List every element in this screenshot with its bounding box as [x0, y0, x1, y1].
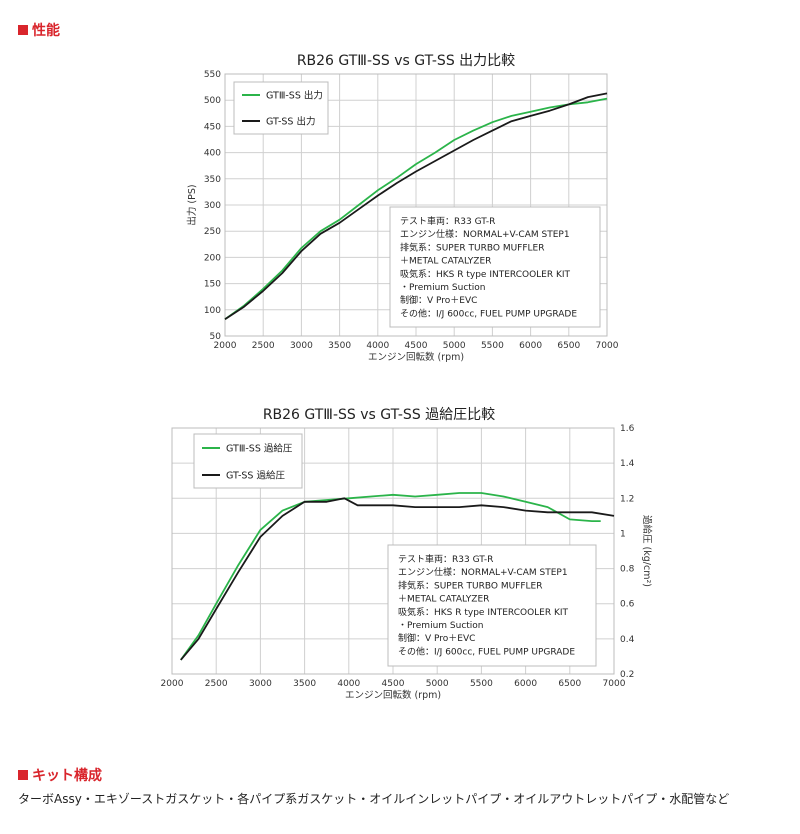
y-tick-label: 0.4 — [620, 635, 635, 645]
x-axis-label: エンジン回転数 (rpm) — [368, 351, 464, 363]
x-tick-label: 5000 — [426, 679, 449, 689]
annotation-line: ・Premium Suction — [398, 621, 484, 631]
x-tick-label: 4000 — [366, 341, 389, 351]
y-tick-label: 150 — [204, 280, 221, 290]
annotation-line: 排気系：SUPER TURBO MUFFLER — [400, 241, 545, 253]
annotation-line: エンジン仕様：NORMAL+V-CAM STEP1 — [400, 228, 570, 240]
legend-label: GTⅢ-SS 過給圧 — [226, 443, 293, 455]
annotation-line: 吸気系：HKS R type INTERCOOLER KIT — [400, 268, 571, 280]
annotation-line: ＋METAL CATALYZER — [398, 594, 489, 605]
chart-title: RB26 GTⅢ-SS vs GT-SS 過給圧比較 — [263, 407, 495, 423]
y-tick-label: 250 — [204, 227, 221, 237]
red-square-icon — [18, 25, 28, 35]
y-tick-label: 500 — [204, 96, 221, 106]
y-tick-label: 1 — [620, 529, 626, 539]
annotation-line: その他：I/J 600cc, FUEL PUMP UPGRADE — [400, 307, 577, 319]
y-tick-label: 0.6 — [620, 600, 635, 610]
section-heading-kit-label: キット構成 — [32, 768, 102, 784]
annotation-box — [389, 206, 601, 328]
x-tick-label: 6000 — [519, 341, 542, 351]
x-tick-label: 3000 — [249, 679, 272, 689]
y-tick-label: 1.6 — [620, 424, 635, 434]
x-tick-label: 3500 — [293, 679, 316, 689]
x-tick-label: 5500 — [470, 679, 493, 689]
x-axis-label: エンジン回転数 (rpm) — [345, 689, 441, 701]
annotation-line: テスト車両：R33 GT-R — [398, 553, 493, 565]
annotation-line: ＋METAL CATALYZER — [400, 256, 491, 267]
y-tick-label: 400 — [204, 149, 221, 159]
y-tick-label: 350 — [204, 175, 221, 185]
x-tick-label: 5000 — [443, 341, 466, 351]
annotation-line: その他：I/J 600cc, FUEL PUMP UPGRADE — [398, 645, 575, 657]
x-tick-label: 4000 — [337, 679, 360, 689]
x-tick-label: 4500 — [405, 341, 428, 351]
series-line — [180, 492, 601, 661]
annotation-line: 排気系：SUPER TURBO MUFFLER — [398, 579, 543, 591]
y-tick-label: 550 — [204, 70, 221, 80]
legend-box — [193, 433, 303, 489]
y-tick-label: 300 — [204, 201, 221, 211]
x-tick-label: 6000 — [514, 679, 537, 689]
y-axis-label: 出力 (PS) — [186, 184, 198, 225]
boost-chart: RB26 GTⅢ-SS vs GT-SS 過給圧比較 0.2 0.4 0.6 0.8 1 1… — [161, 407, 653, 701]
legend-label: GT-SS 過給圧 — [226, 470, 285, 482]
annotation-line: ・Premium Suction — [400, 283, 486, 293]
legend-label: GT-SS 出力 — [266, 116, 315, 128]
power-chart: RB26 GTⅢ-SS vs GT-SS 出力比較 50 100 150 200 250 3… — [186, 53, 619, 363]
annotation-line: テスト車両：R33 GT-R — [400, 215, 495, 227]
series-line — [224, 97, 608, 320]
section-heading-performance-label: 性能 — [32, 23, 60, 39]
x-tick-label: 2500 — [252, 341, 275, 351]
annotation-line: 制御：V Pro＋EVC — [400, 294, 477, 306]
chart-title: RB26 GTⅢ-SS vs GT-SS 出力比較 — [297, 53, 515, 69]
y-tick-label: 50 — [210, 332, 222, 342]
y-tick-label: 200 — [204, 253, 221, 263]
annotation-line: 吸気系：HKS R type INTERCOOLER KIT — [398, 606, 569, 618]
x-tick-label: 6500 — [557, 341, 580, 351]
y-tick-label: 0.2 — [620, 670, 634, 680]
x-tick-label: 2000 — [214, 341, 237, 351]
x-tick-label: 4500 — [382, 679, 405, 689]
x-tick-label: 2000 — [161, 679, 184, 689]
legend-box — [233, 81, 329, 135]
x-tick-label: 6500 — [558, 679, 581, 689]
annotation-box — [387, 544, 597, 667]
series-line — [224, 92, 608, 320]
x-tick-label: 7000 — [596, 341, 619, 351]
x-tick-label: 2500 — [205, 679, 228, 689]
x-tick-label: 5500 — [481, 341, 504, 351]
series-line — [180, 497, 615, 661]
section-heading-performance: 性能 — [18, 20, 60, 40]
section-heading-kit: キット構成 — [18, 765, 102, 785]
y-tick-label: 1.4 — [620, 459, 635, 469]
annotation-line: 制御：V Pro＋EVC — [398, 632, 475, 644]
x-tick-label: 3500 — [328, 341, 351, 351]
red-square-icon — [18, 770, 28, 780]
y-tick-label: 450 — [204, 122, 221, 132]
legend-label: GTⅢ-SS 出力 — [266, 90, 323, 102]
plot-frame — [171, 427, 615, 675]
kit-contents-text: ターボAssy・エキゾーストガスケット・各パイプ系ガスケット・オイルインレットパ… — [18, 792, 730, 806]
plot-frame — [224, 73, 608, 337]
y-tick-label: 100 — [204, 306, 221, 316]
x-tick-label: 7000 — [603, 679, 626, 689]
y-tick-label: 0.8 — [620, 565, 635, 575]
y-axis-label: 過給圧 (kg/cm²) — [641, 515, 653, 587]
y-tick-label: 1.2 — [620, 494, 634, 504]
annotation-line: エンジン仕様：NORMAL+V-CAM STEP1 — [398, 566, 568, 578]
x-tick-label: 3000 — [290, 341, 313, 351]
